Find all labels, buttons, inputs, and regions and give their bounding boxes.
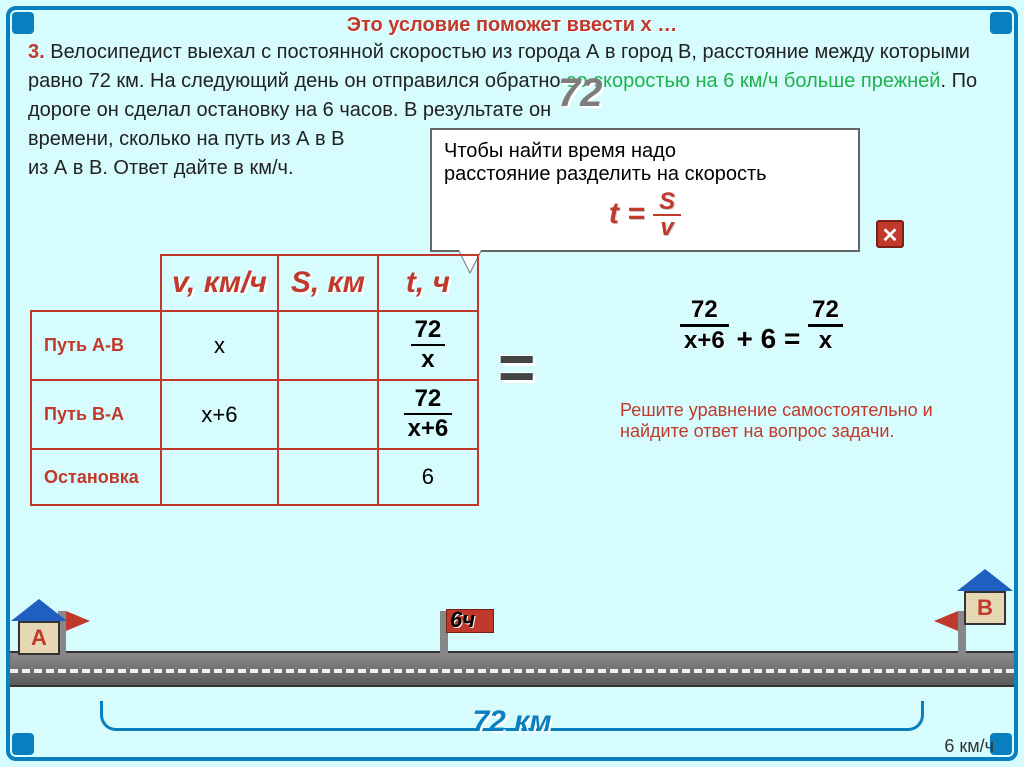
row-stop-v (161, 449, 278, 505)
row-stop-t: 6 (378, 449, 478, 505)
row-ab-s (278, 311, 378, 380)
row-ab-v: x (161, 311, 278, 380)
frac-bot: x (411, 346, 446, 372)
problem-green: со скоростью на 6 км/ч больше прежней (566, 70, 940, 92)
eq-f2-bot: x (808, 327, 843, 353)
house-b-label: В (964, 591, 1006, 625)
road (10, 651, 1014, 687)
row-ba-t: 72x+6 (378, 380, 478, 449)
formula-bot: v (653, 216, 681, 240)
row-ba-s (278, 380, 378, 449)
header-v: v, км/ч (161, 255, 278, 311)
popup-line2: расстояние разделить на скорость (444, 163, 846, 186)
row-ba-v: x+6 (161, 380, 278, 449)
eq-plus: + 6 = (737, 323, 809, 354)
popup-line1: Чтобы найти время надо (444, 140, 846, 163)
row-ba-label: Путь В-А (31, 380, 161, 449)
problem-part4: из А в В. Ответ дайте в км/ч. (28, 157, 294, 179)
frac-bot: x+6 (404, 415, 453, 441)
roof-icon (11, 599, 67, 621)
frac-top: 72 (411, 318, 446, 346)
row-stop-s (278, 449, 378, 505)
eq-f2-top: 72 (808, 298, 843, 327)
problem-number: 3. (28, 41, 45, 63)
eq-f1-bot: x+6 (680, 327, 729, 353)
hint-popup: Чтобы найти время надо расстояние раздел… (430, 128, 860, 252)
distance-label: 72 км (0, 705, 1024, 739)
header-s: S, км (278, 255, 378, 311)
formula-top: S (653, 190, 681, 216)
frac-top: 72 (404, 387, 453, 415)
close-button[interactable]: ✕ (876, 220, 904, 248)
row-stop-label: Остановка (31, 449, 161, 505)
row-ab-label: Путь А-В (31, 311, 161, 380)
roof-icon (957, 569, 1013, 591)
flag-stop (440, 611, 448, 655)
house-b: В (964, 569, 1006, 625)
popup-formula: t = Sv (444, 190, 846, 240)
solve-note: Решите уравнение самостоятельно и найдит… (620, 400, 974, 442)
overlay-72: 72 (558, 64, 603, 122)
empty-cell (31, 255, 161, 311)
big-equals: = (498, 330, 535, 404)
hint-text: Это условие поможет ввести х … (0, 14, 1024, 37)
header-t: t, ч (378, 255, 478, 311)
stop-time-label: 6ч (450, 607, 475, 633)
main-equation: 72x+6 + 6 = 72x (680, 298, 843, 355)
eq-f1-top: 72 (680, 298, 729, 327)
row-ab-t: 72x (378, 311, 478, 380)
house-a: А (18, 599, 60, 655)
house-a-label: А (18, 621, 60, 655)
data-table: v, км/ч S, км t, ч Путь А-В x 72x Путь В… (30, 254, 479, 506)
formula-lhs: t = (609, 197, 653, 230)
problem-part3: времени, сколько на путь из А в В (28, 128, 344, 150)
speed-label: 6 км/ч (944, 736, 994, 757)
